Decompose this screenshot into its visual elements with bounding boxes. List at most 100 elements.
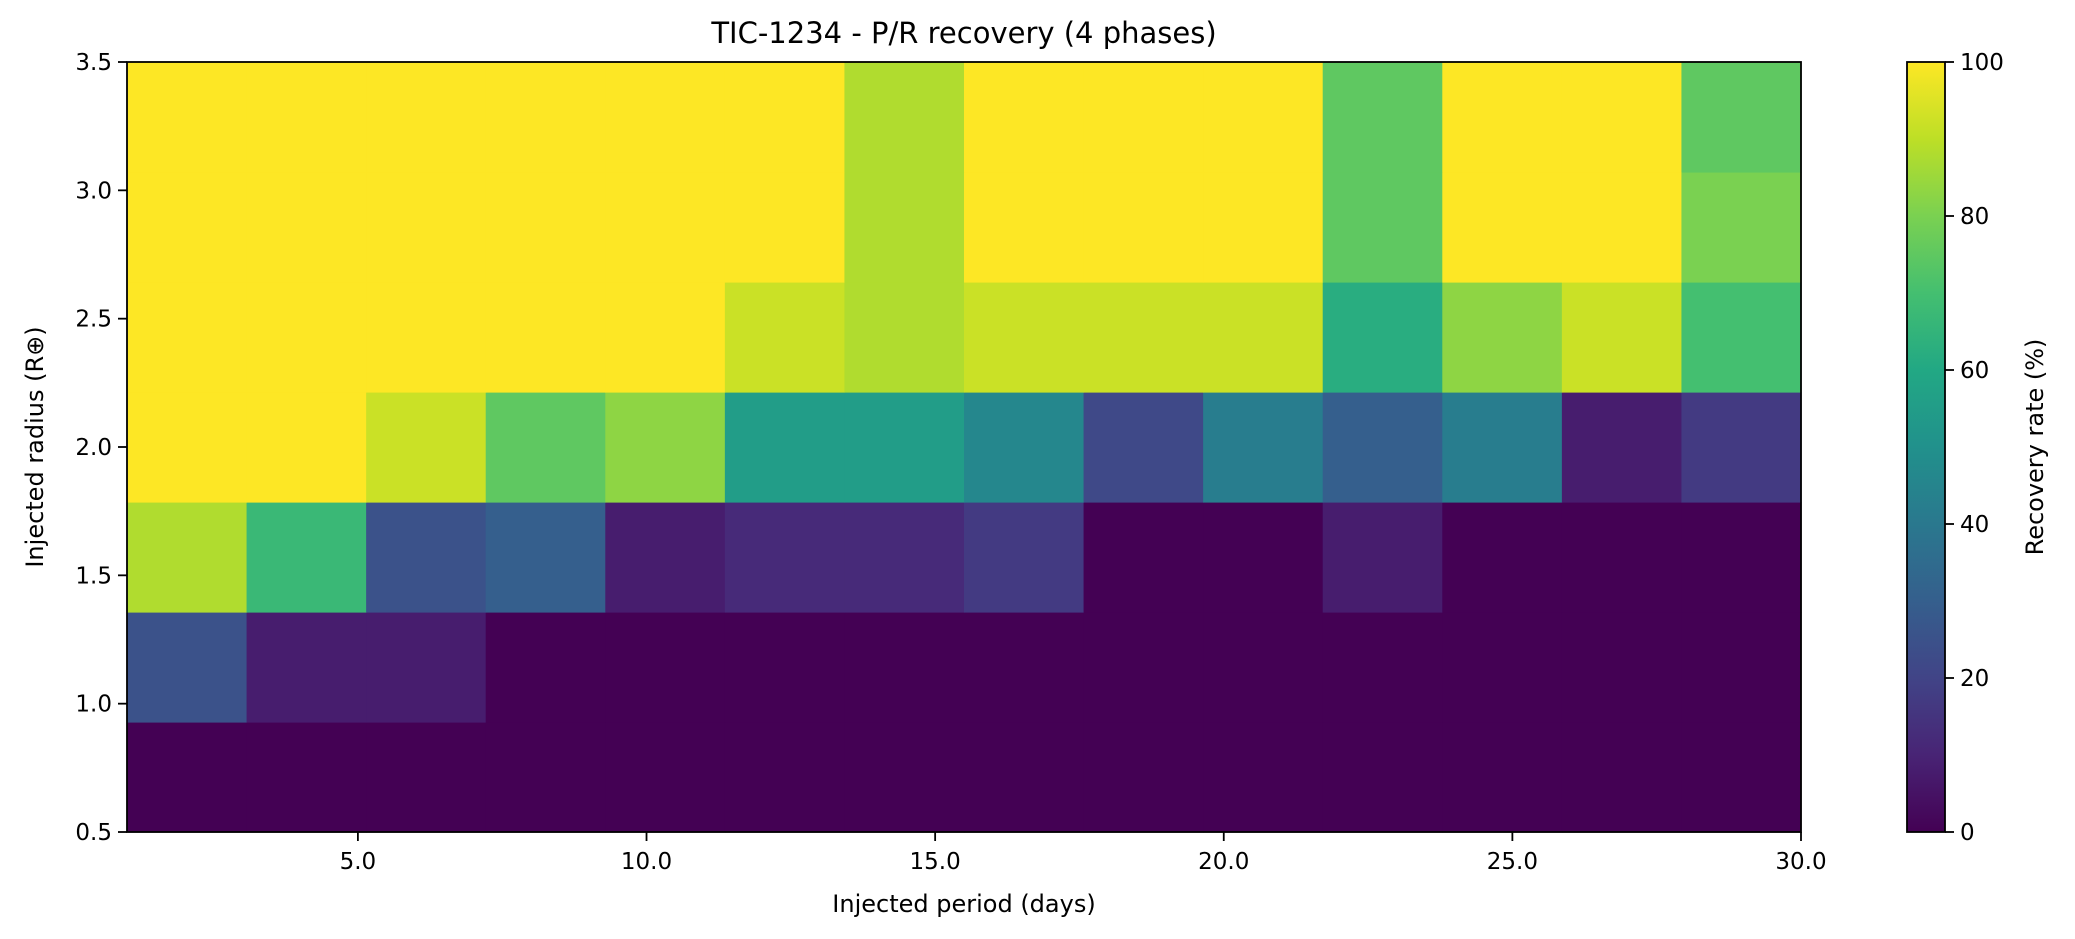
heatmap-cell: [844, 392, 965, 503]
colorbar-tick-label: 0: [1960, 820, 1975, 846]
heatmap-cell: [366, 612, 487, 723]
colorbar-tick-label: 80: [1960, 204, 1989, 230]
heatmap-cell: [1322, 502, 1443, 613]
heatmap-cell: [1083, 502, 1204, 613]
heatmap-cell: [605, 612, 726, 723]
y-tick-label: 2.5: [75, 307, 112, 333]
y-axis: 0.5 1.0 1.5 2.0 2.5 3.0 3.5: [75, 50, 127, 846]
heatmap-cell: [844, 282, 965, 393]
heatmap-cell: [844, 502, 965, 613]
heatmap-cell: [1681, 392, 1802, 503]
heatmap-cell: [366, 392, 487, 503]
heatmap-cell: [1322, 722, 1443, 833]
heatmap-cell: [1681, 722, 1802, 833]
colorbar-tick-label: 20: [1960, 666, 1989, 692]
heatmap-cell: [964, 612, 1085, 723]
heatmap-cell: [1442, 722, 1563, 833]
heatmap-cell: [127, 502, 248, 613]
heatmap-cell: [1203, 62, 1324, 173]
x-axis-title: Injected period (days): [832, 890, 1095, 918]
y-tick-label: 3.0: [75, 178, 112, 204]
heatmap-cell: [844, 172, 965, 283]
heatmap-cell: [366, 282, 487, 393]
x-tick-label: 25.0: [1487, 849, 1538, 875]
heatmap-cell: [1442, 172, 1563, 283]
colorbar-tick-label: 100: [1960, 50, 2004, 76]
heatmap-cell: [1322, 282, 1443, 393]
heatmap-cell: [246, 722, 367, 833]
heatmap-cell: [1561, 172, 1683, 283]
heatmap-cell: [366, 62, 487, 173]
heatmap-cell: [485, 722, 606, 833]
heatmap-cell: [1681, 612, 1802, 723]
heatmap-cell: [1442, 502, 1563, 613]
heatmap-cell: [366, 172, 487, 283]
heatmap-cells: [127, 62, 1802, 833]
heatmap-cell: [605, 62, 726, 173]
heatmap-cell: [724, 392, 846, 503]
heatmap-cell: [127, 282, 248, 393]
heatmap-cell: [1442, 392, 1563, 503]
colorbar-tick-label: 60: [1960, 358, 1989, 384]
heatmap-cell: [246, 172, 367, 283]
heatmap-cell: [724, 612, 846, 723]
heatmap-cell: [1561, 502, 1683, 613]
heatmap-cell: [246, 392, 367, 503]
heatmap-cell: [366, 502, 487, 613]
colorbar-tick-label: 40: [1960, 512, 1989, 538]
y-tick-label: 1.5: [75, 563, 112, 589]
colorbar: [1906, 61, 1946, 833]
heatmap-cell: [724, 502, 846, 613]
colorbar-axis: 0 20 40 60 80 100: [1945, 50, 2004, 846]
heatmap-cell: [485, 172, 606, 283]
heatmap-cell: [246, 282, 367, 393]
y-tick-label: 1.0: [75, 692, 112, 718]
heatmap-cell: [964, 62, 1085, 173]
heatmap-cell: [605, 502, 726, 613]
heatmap-cell: [1083, 282, 1204, 393]
heatmap-cell: [964, 172, 1085, 283]
heatmap-cell: [485, 62, 606, 173]
heatmap-cell: [1203, 722, 1324, 833]
heatmap-cell: [246, 62, 367, 173]
x-tick-label: 15.0: [910, 849, 961, 875]
heatmap-cell: [1561, 612, 1683, 723]
heatmap-cell: [844, 722, 965, 833]
heatmap-cell: [1561, 392, 1683, 503]
heatmap-cell: [246, 502, 367, 613]
heatmap-cell: [485, 392, 606, 503]
heatmap-cell: [724, 62, 846, 173]
heatmap-cell: [1203, 282, 1324, 393]
heatmap-cell: [366, 722, 487, 833]
heatmap-cell: [485, 502, 606, 613]
x-axis: 5.0 10.0 15.0 20.0 25.0 30.0: [340, 832, 1827, 875]
y-tick-label: 0.5: [75, 820, 112, 846]
heatmap-cell: [1083, 62, 1204, 173]
heatmap-cell: [964, 282, 1085, 393]
heatmap-cell: [1681, 282, 1802, 393]
heatmap-cell: [1203, 392, 1324, 503]
heatmap-cell: [844, 62, 965, 173]
heatmap-cell: [246, 612, 367, 723]
heatmap-cell: [127, 722, 248, 833]
heatmap-cell: [127, 612, 248, 723]
heatmap-cell: [1203, 502, 1324, 613]
heatmap-cell: [1203, 172, 1324, 283]
heatmap-cell: [1561, 722, 1683, 833]
chart-title: TIC-1234 - P/R recovery (4 phases): [710, 16, 1216, 50]
heatmap-cell: [1083, 172, 1204, 283]
heatmap-cell: [844, 612, 965, 723]
heatmap-cell: [1322, 392, 1443, 503]
heatmap-cell: [1681, 502, 1802, 613]
heatmap-cell: [964, 392, 1085, 503]
heatmap-cell: [127, 62, 248, 173]
heatmap-cell: [1681, 172, 1802, 283]
colorbar-title: Recovery rate (%): [2021, 339, 2049, 556]
heatmap-cell: [1442, 612, 1563, 723]
heatmap-cell: [1322, 172, 1443, 283]
heatmap-cell: [1681, 62, 1802, 173]
x-tick-label: 30.0: [1775, 849, 1826, 875]
heatmap-cell: [1561, 62, 1683, 173]
heatmap-cell: [724, 172, 846, 283]
